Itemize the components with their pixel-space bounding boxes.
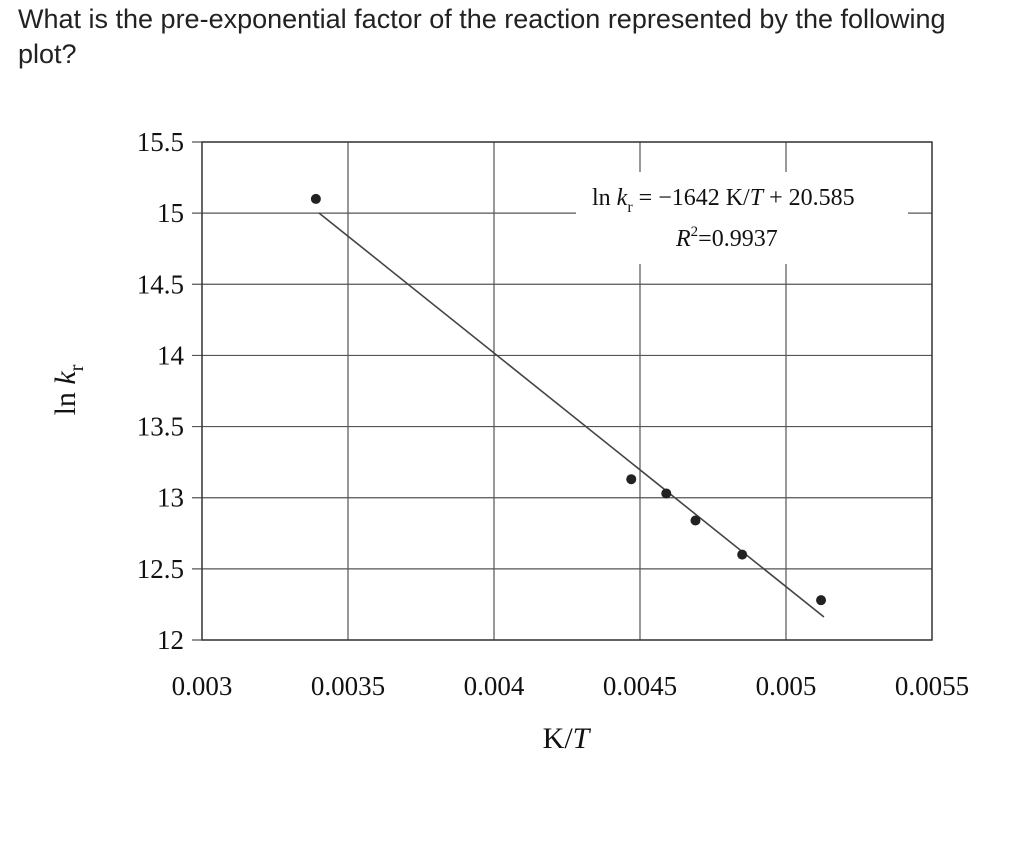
- data-point: [626, 474, 637, 485]
- x-tick-label: 0.0035: [311, 671, 385, 701]
- x-axis-title: K/T: [543, 722, 592, 755]
- y-axis-title: ln kr: [49, 364, 88, 415]
- x-tick-label: 0.0055: [895, 671, 969, 701]
- data-point: [737, 549, 748, 560]
- r-squared-label: R2=0.9937: [675, 224, 778, 252]
- trendline: [318, 212, 825, 618]
- data-point: [310, 193, 321, 204]
- trendline-equation: ln kr = −1642 K/T + 20.585: [592, 185, 855, 216]
- x-tick-label: 0.005: [756, 671, 817, 701]
- y-tick-label: 14.5: [137, 269, 184, 299]
- y-tick-label: 13.5: [137, 412, 184, 442]
- question-text: What is the pre-exponential factor of th…: [18, 4, 946, 69]
- y-tick-label: 12: [157, 625, 184, 655]
- x-tick-label: 0.0045: [603, 671, 677, 701]
- data-point: [690, 515, 701, 526]
- x-tick-label: 0.003: [172, 671, 233, 701]
- y-tick-label: 13: [157, 483, 184, 513]
- data-point: [661, 488, 672, 499]
- x-tick-label: 0.004: [464, 671, 525, 701]
- data-point: [816, 595, 827, 606]
- equation-box: [576, 172, 908, 264]
- y-tick-label: 12.5: [137, 554, 184, 584]
- y-tick-label: 14: [157, 340, 185, 370]
- y-tick-label: 15.5: [137, 127, 184, 157]
- y-tick-label: 15: [157, 198, 184, 228]
- plot-frame: [201, 141, 933, 641]
